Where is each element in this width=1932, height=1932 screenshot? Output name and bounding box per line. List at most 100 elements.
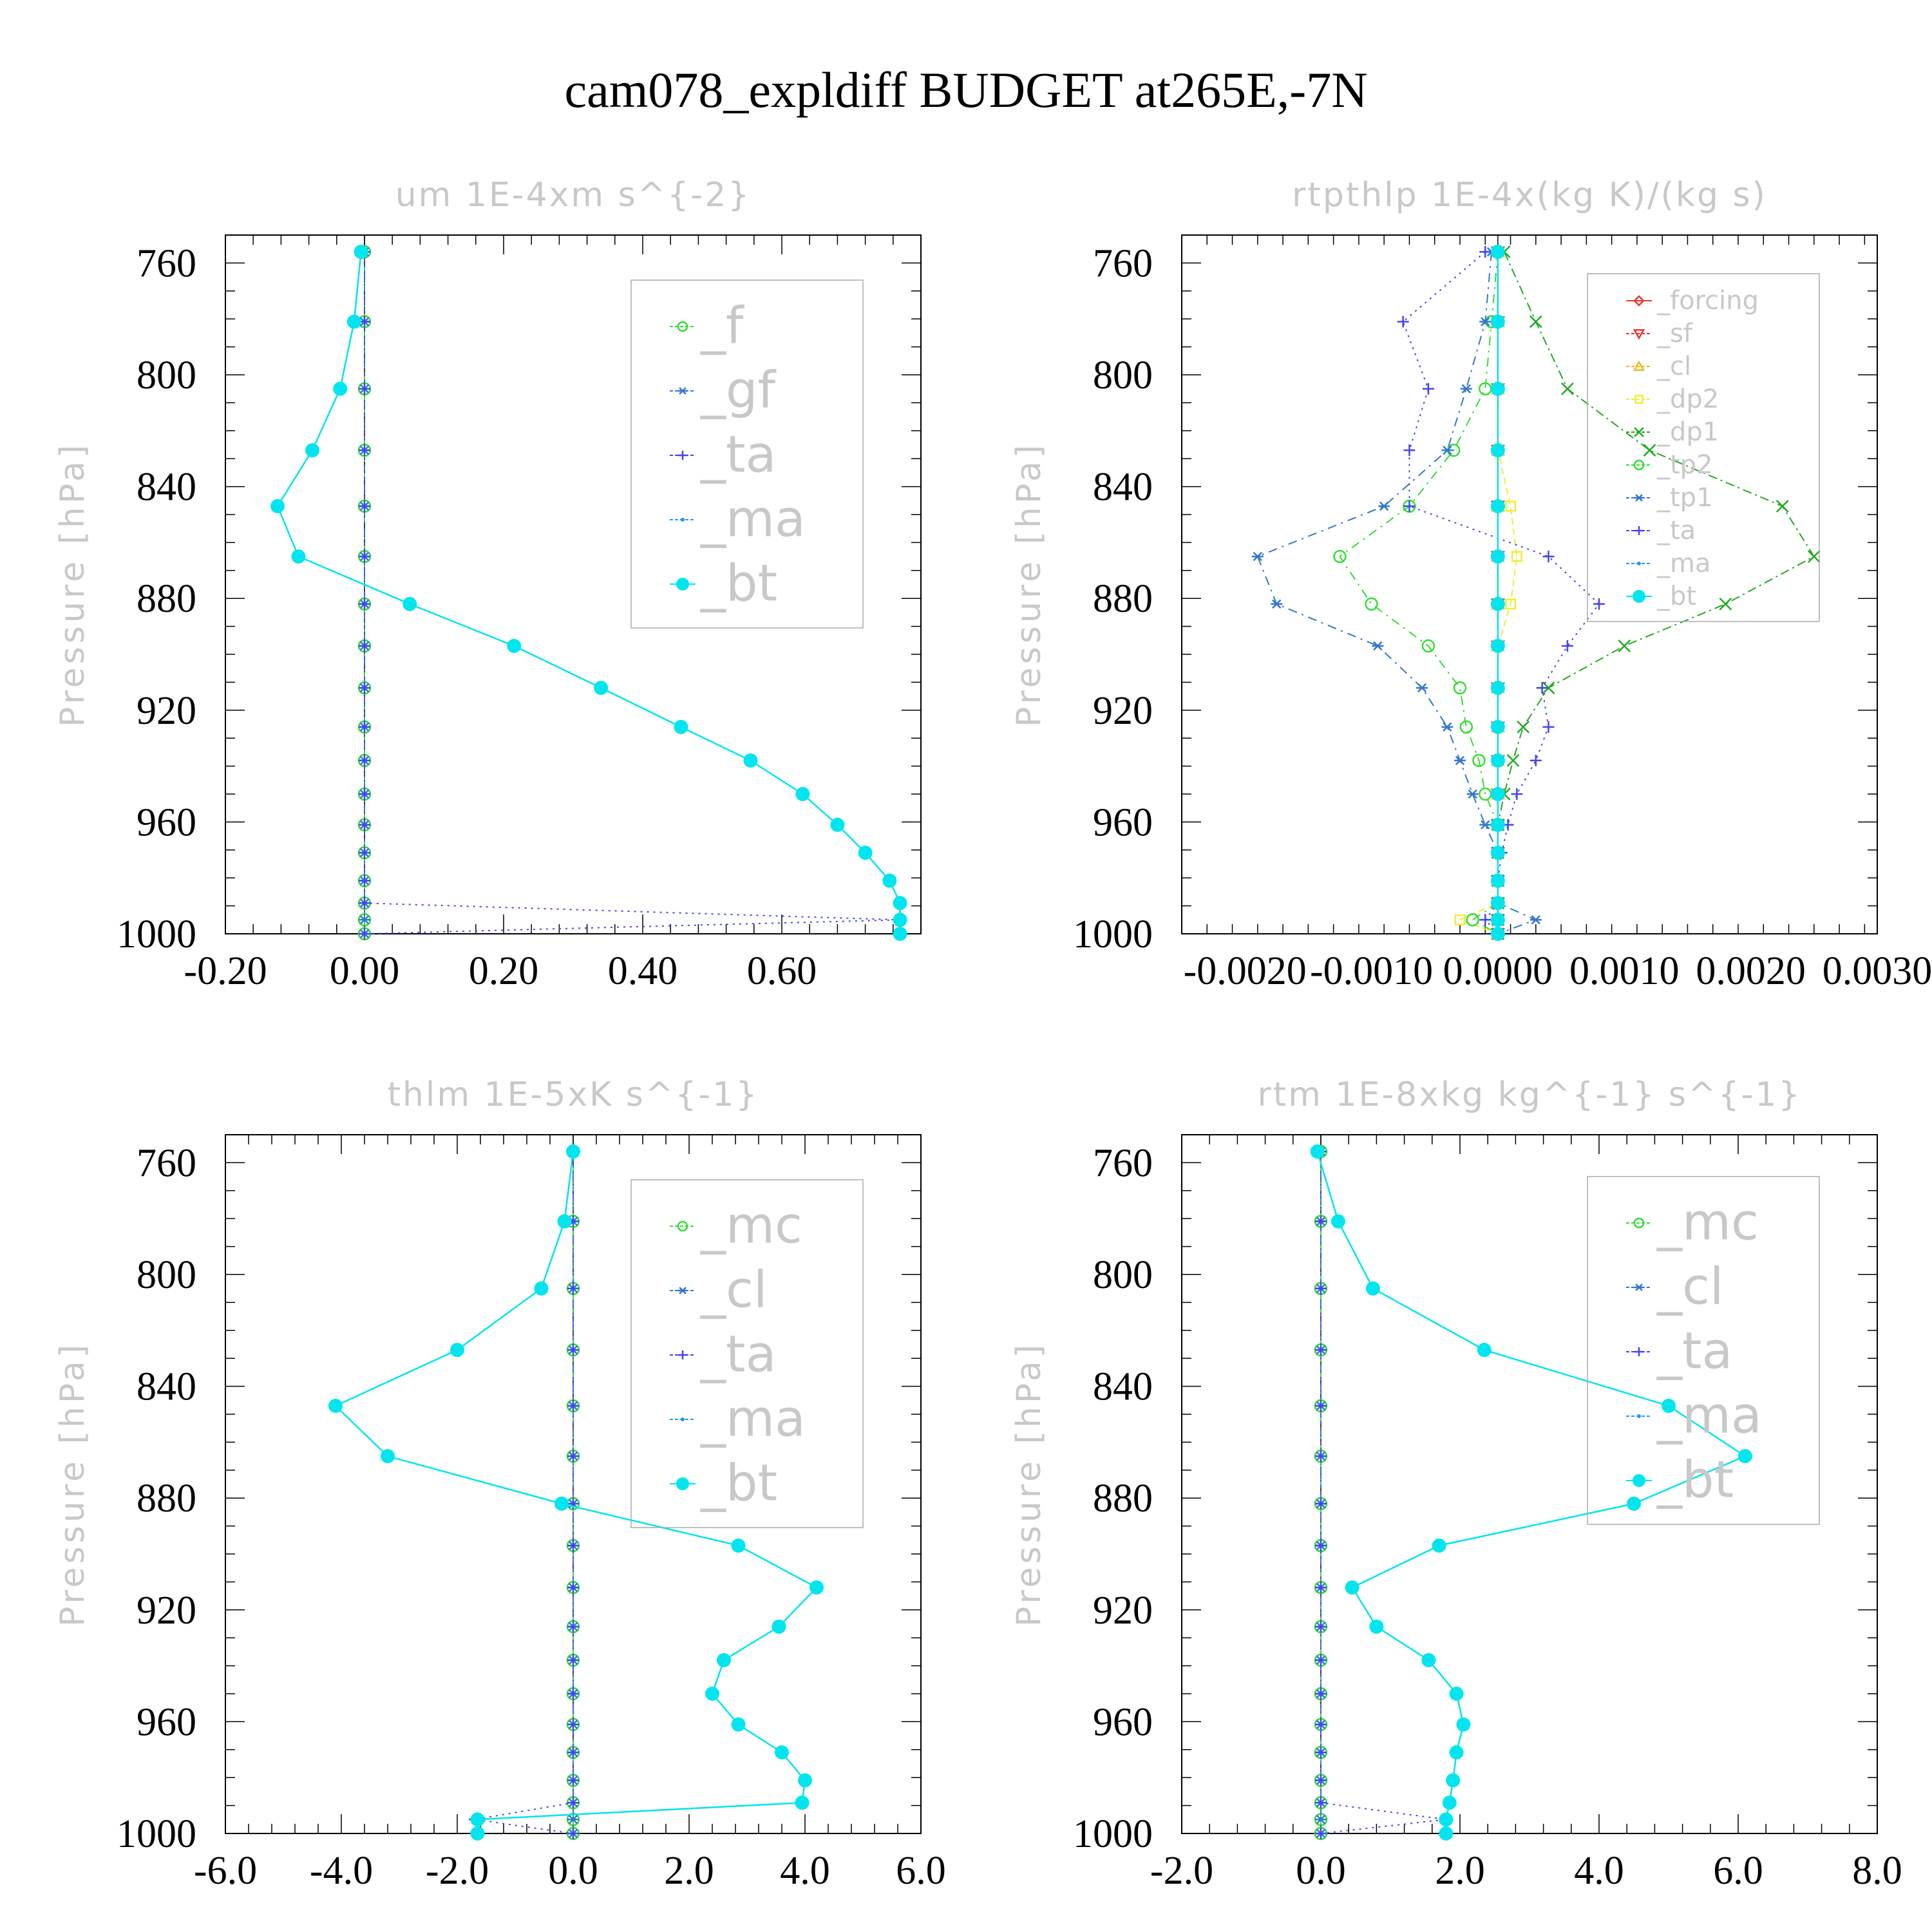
series-line: [276, 251, 901, 934]
legend-label: _dp1: [1656, 417, 1719, 447]
plus-marker: [1315, 1399, 1327, 1412]
circle-marker: [1421, 639, 1435, 653]
square-marker: [1454, 914, 1466, 925]
plus-marker: [567, 1718, 579, 1730]
y-tick-label: 1000: [117, 1812, 196, 1856]
x-tick-label: 4.0: [1574, 1849, 1624, 1893]
series-line: [1458, 252, 1518, 934]
plus-marker: [567, 1497, 579, 1510]
triangle-up-marker: [1633, 360, 1645, 371]
series-bt: [270, 245, 907, 941]
filled-circle-marker: [557, 1214, 572, 1229]
y-tick-label: 760: [137, 242, 196, 285]
plus-marker: [567, 1747, 579, 1759]
filled-circle-marker: [305, 443, 319, 458]
plus-marker: [1315, 1450, 1327, 1463]
filled-circle-marker: [1490, 873, 1505, 888]
plus-marker: [1315, 1282, 1327, 1294]
filled-circle-marker: [743, 753, 758, 768]
legend: _forcing _sf _cl _dp2_dp1_tp2_tp1 _ta _ma _bt: [1587, 273, 1820, 622]
filled-circle-marker: [810, 1580, 824, 1595]
filled-circle-marker: [1490, 787, 1505, 801]
filled-circle-marker: [1331, 1214, 1345, 1229]
plus-marker: [1530, 754, 1542, 766]
filled-circle-marker: [470, 1812, 485, 1827]
legend-label: _tp1: [1656, 483, 1713, 513]
y-tick-label: 840: [1093, 1365, 1153, 1409]
x-tick-label: 0.60: [747, 949, 817, 993]
plus-marker: [359, 897, 370, 909]
filled-circle-marker: [1446, 1773, 1461, 1788]
filled-circle-marker: [1490, 381, 1505, 396]
plus-marker: [359, 875, 370, 887]
series-tp2: [1333, 245, 1505, 941]
plus-marker: [567, 1774, 579, 1786]
x-tick-label: -0.0010: [1310, 949, 1433, 993]
y-tick-label: 920: [1093, 1589, 1153, 1633]
series-line: [1256, 251, 1538, 934]
asterisk-marker: [1634, 1283, 1643, 1291]
asterisk-marker: [1530, 915, 1542, 925]
plus-marker: [1315, 1582, 1327, 1594]
plus-marker: [567, 1344, 579, 1356]
filled-circle-marker: [1456, 1717, 1471, 1732]
square-marker: [1511, 551, 1522, 562]
x-tick-label: 6.0: [1713, 1849, 1763, 1893]
asterisk-marker: [1378, 501, 1390, 511]
asterisk-marker: [1441, 722, 1454, 732]
y-tick-label: 880: [137, 1477, 196, 1520]
series-bt: [1310, 1144, 1752, 1841]
filled-circle-marker: [795, 1795, 810, 1810]
x-tick-label: 0.0010: [1569, 949, 1680, 993]
filled-circle-marker: [1490, 314, 1505, 329]
square-marker: [1634, 395, 1643, 404]
y-tick-label: 1000: [117, 913, 196, 956]
x-tick-label: 0.0: [548, 1849, 598, 1893]
filled-circle-marker: [1432, 1538, 1446, 1553]
asterisk-marker: [1315, 1815, 1327, 1824]
y-tick-label: 880: [137, 577, 196, 621]
legend-label: _mc: [700, 1197, 802, 1255]
plus-marker: [678, 1350, 687, 1359]
filled-circle-marker: [354, 245, 368, 260]
plus-marker: [1403, 500, 1416, 512]
asterisk-marker: [1479, 317, 1492, 327]
plot-frame: [225, 234, 922, 934]
plus-marker: [359, 444, 370, 457]
series-line: [1497, 251, 1815, 934]
filled-circle-marker: [1490, 443, 1505, 458]
legend-label: _forcing: [1656, 286, 1759, 316]
filled-circle-marker: [1345, 1580, 1359, 1595]
asterisk-marker: [1441, 445, 1454, 455]
plus-marker: [1593, 598, 1605, 610]
x-tick-label: -2.0: [1150, 1849, 1213, 1893]
filled-circle-marker: [1490, 245, 1505, 260]
plus-marker: [1315, 1797, 1327, 1809]
filled-circle-marker: [1477, 1343, 1492, 1358]
x-marker: [1561, 382, 1574, 395]
filled-circle-marker: [798, 1773, 812, 1788]
plus-marker: [1315, 1344, 1327, 1356]
filled-circle-marker: [893, 927, 907, 941]
filled-circle-marker: [402, 596, 417, 611]
x-marker: [1506, 754, 1520, 767]
legend: _mc _cl _ta _ma _bt: [630, 1179, 864, 1528]
figure-title: cam078_expldiff BUDGET at265E,-7N: [564, 62, 1368, 118]
x-marker: [1776, 500, 1789, 513]
y-tick-label: 760: [1093, 242, 1153, 285]
y-tick-label: 840: [137, 466, 196, 509]
chart-panel-4: 760 800 840 880 920 960 1000-2.0 0.0 2.0 4.0 6.0 8.…: [1010, 1075, 1902, 1893]
plus-marker: [1315, 1828, 1327, 1839]
asterisk-marker: [1634, 494, 1643, 502]
circle-marker: [677, 1220, 688, 1232]
x-tick-label: 6.0: [896, 1849, 946, 1893]
dot-marker: [681, 518, 685, 522]
plus-marker: [1422, 383, 1434, 395]
plus-marker: [1315, 1497, 1327, 1510]
plus-marker: [359, 598, 370, 610]
filled-circle-marker: [1490, 927, 1505, 941]
plus-marker: [567, 1688, 579, 1700]
plus-marker: [359, 788, 370, 800]
